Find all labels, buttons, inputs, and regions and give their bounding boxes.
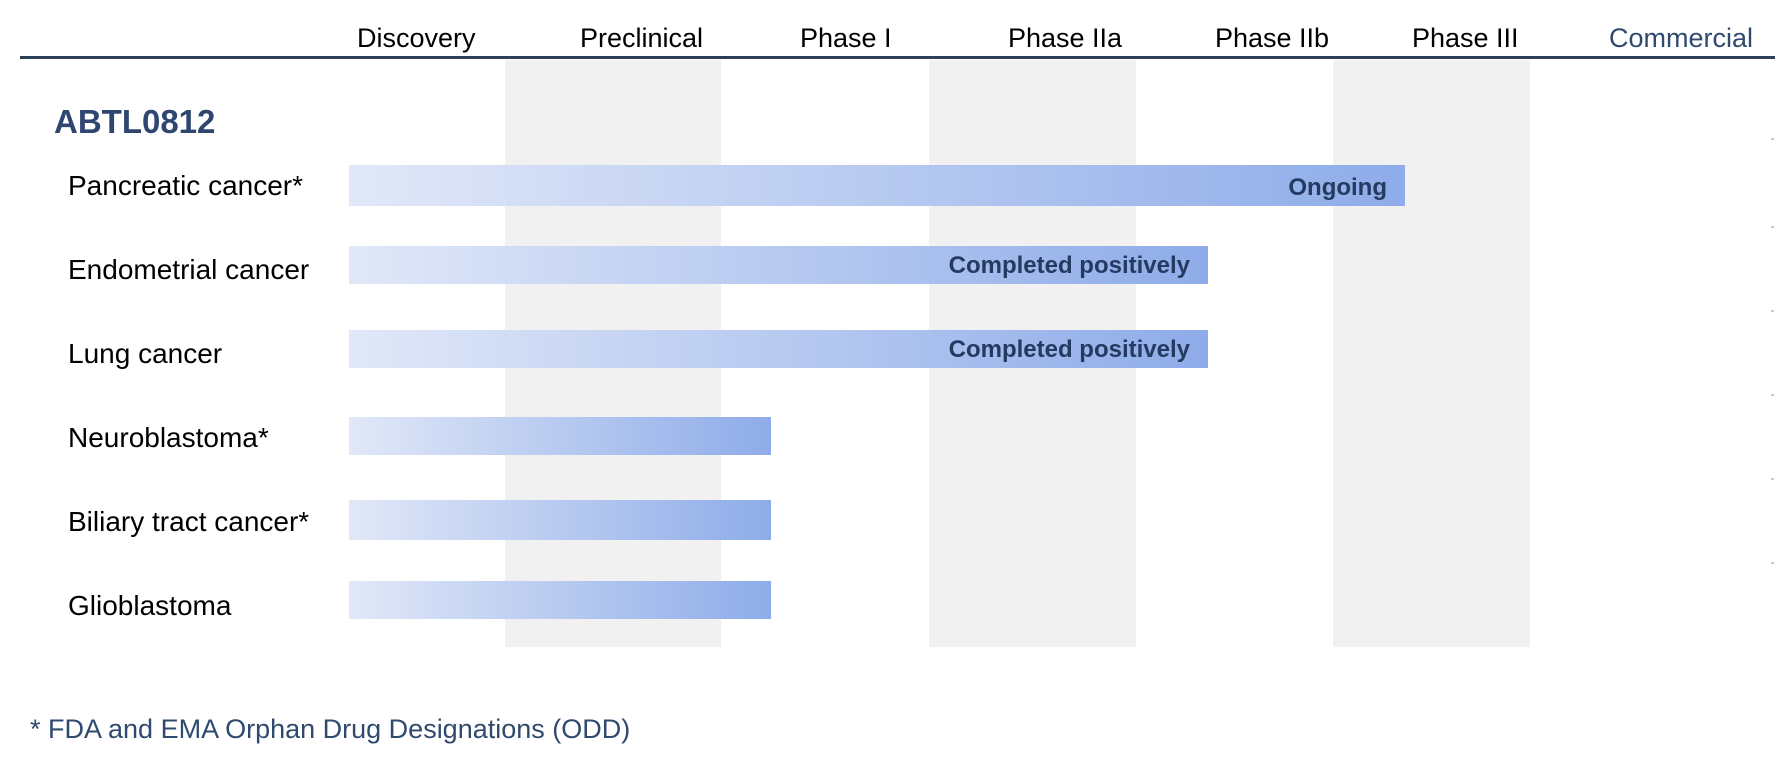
- progress-bar-pancreatic: [349, 165, 1405, 206]
- indication-label-pancreatic: Pancreatic cancer*: [68, 170, 304, 201]
- phase-label-discovery: Discovery: [357, 23, 476, 53]
- phase-label-preclinical: Preclinical: [580, 23, 704, 53]
- edge-tick: [1771, 138, 1774, 140]
- phase-label-phase-i: Phase I: [800, 23, 892, 53]
- progress-bar-biliary: [349, 500, 772, 540]
- status-label-endometrial: Completed positively: [948, 252, 1190, 279]
- indication-label-endometrial: Endometrial cancer: [68, 254, 310, 285]
- progress-bar-neuroblastoma: [349, 417, 772, 455]
- indication-label-lung: Lung cancer: [68, 338, 223, 369]
- status-label-pancreatic: Ongoing: [1288, 174, 1387, 201]
- edge-tick: [1771, 394, 1774, 396]
- indication-label-glioblastoma: Glioblastoma: [68, 590, 232, 621]
- phase-label-commercial: Commercial: [1609, 23, 1754, 53]
- progress-bar-endometrial: [349, 246, 1208, 284]
- edge-tick: [1771, 226, 1774, 228]
- edge-tick: [1771, 310, 1774, 312]
- edge-tick: [1771, 478, 1774, 480]
- orphan-drug-footnote: * FDA and EMA Orphan Drug Designations (…: [30, 714, 631, 744]
- phase-label-phase-iii: Phase III: [1412, 23, 1519, 53]
- edge-tick: [1771, 562, 1774, 564]
- status-label-lung: Completed positively: [948, 336, 1190, 363]
- stripe-phase-iii: [1333, 60, 1530, 647]
- header-divider: [20, 56, 1775, 59]
- phase-label-phase-iia: Phase IIa: [1008, 23, 1123, 53]
- drug-title: ABTL0812: [54, 103, 216, 140]
- progress-bar-glioblastoma: [349, 581, 772, 619]
- indication-label-neuroblastoma: Neuroblastoma*: [68, 422, 269, 453]
- phase-label-phase-iib: Phase IIb: [1215, 23, 1330, 53]
- indication-label-biliary: Biliary tract cancer*: [68, 506, 310, 537]
- progress-bar-lung: [349, 330, 1208, 368]
